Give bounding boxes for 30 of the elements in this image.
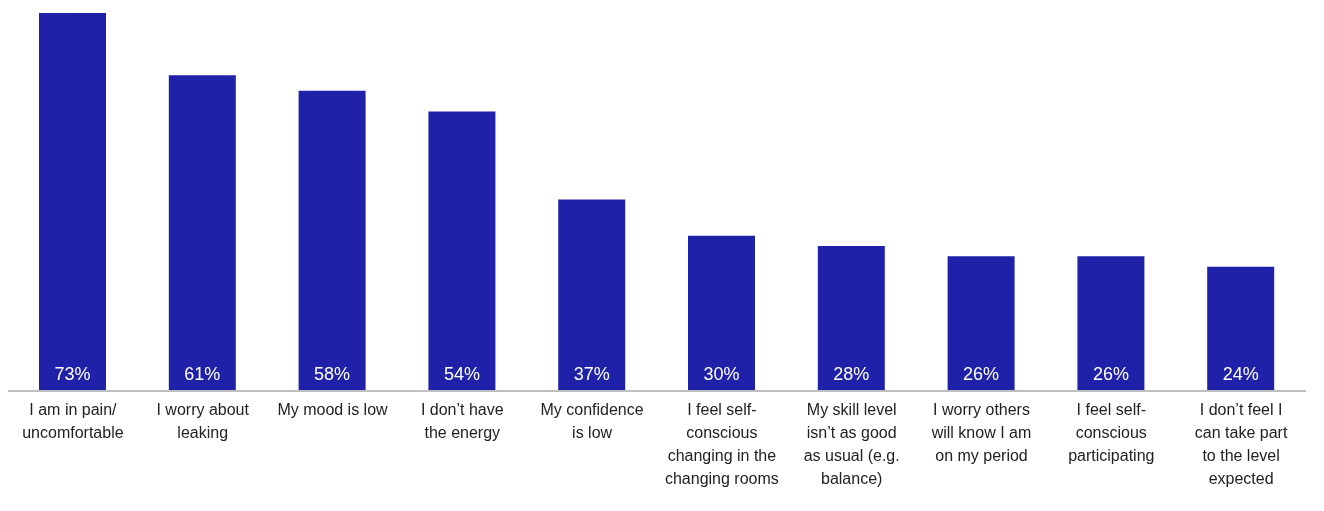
data-label: 73% — [54, 364, 91, 384]
data-label: 24% — [1222, 364, 1259, 384]
x-tick-label: My mood is low — [277, 401, 389, 418]
bar — [558, 199, 626, 391]
bar — [688, 235, 755, 391]
bar — [428, 111, 496, 391]
x-tick-label: I worry about leaking — [156, 401, 250, 441]
bar — [168, 75, 236, 391]
x-tick-label: I am in pain/ uncomfortable — [22, 401, 124, 441]
data-label: 26% — [963, 364, 1000, 384]
bar — [1077, 256, 1145, 391]
data-label: 30% — [703, 364, 740, 384]
bar — [1207, 266, 1275, 391]
data-label: 58% — [314, 364, 351, 384]
x-tick-label: My confidence is low — [540, 401, 644, 441]
x-tick-label: My skill level isn’t as good as usual (e.g. balance) — [803, 401, 900, 487]
data-label: 26% — [1092, 364, 1129, 384]
data-label: 61% — [184, 364, 221, 384]
x-tick-label: I feel self-conscious participating — [1068, 401, 1155, 464]
bar — [39, 13, 106, 391]
bar — [298, 90, 366, 391]
data-label: 37% — [573, 364, 610, 384]
x-tick-label: I don’t have the energy — [420, 401, 504, 441]
data-label: 28% — [833, 364, 870, 384]
bar — [817, 246, 885, 391]
x-tick-label: I worry others will know I am on my period — [930, 401, 1032, 464]
bar — [947, 256, 1015, 391]
x-tick-label: I don’t feel I can take part to the level expected — [1194, 401, 1288, 487]
x-tick-label: I feel self-conscious changing in the changing rooms — [664, 401, 779, 487]
data-label: 54% — [443, 364, 480, 384]
